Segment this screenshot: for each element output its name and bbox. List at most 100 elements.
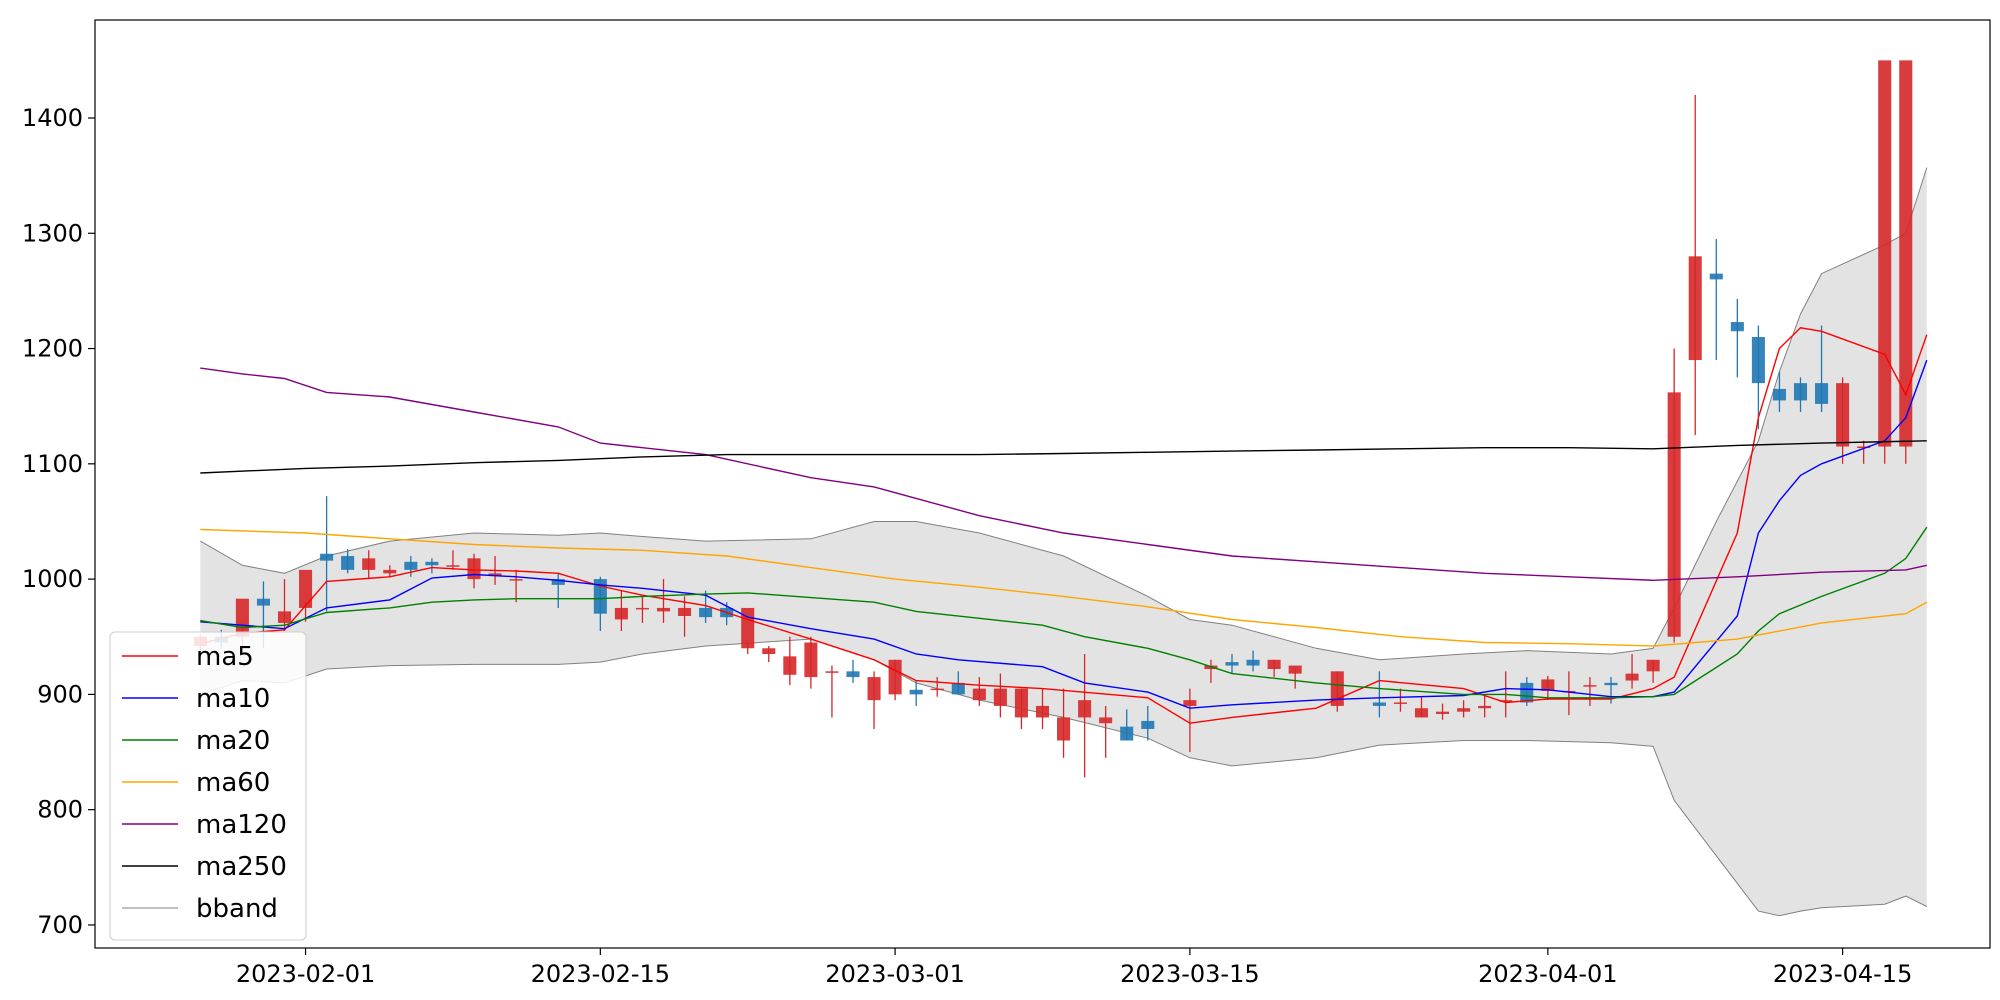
- candle: [888, 659, 902, 701]
- x-axis: 2023-02-01 2023-02-15 2023-03-01 2023-03-15…: [236, 948, 1912, 988]
- candle: [1246, 650, 1260, 672]
- candle: [1688, 94, 1702, 436]
- candle: [1183, 688, 1197, 753]
- y-tick-label: 1000: [22, 565, 83, 593]
- candle-body: [1772, 388, 1786, 401]
- candle: [678, 596, 692, 637]
- candle: [1899, 60, 1913, 464]
- x-tick-label: 2023-02-01: [236, 960, 375, 988]
- ma60-line: [200, 528, 1928, 647]
- candle-body: [551, 579, 565, 585]
- candle-body: [1604, 682, 1618, 686]
- candle: [1372, 671, 1386, 718]
- candle: [1793, 377, 1808, 412]
- candle: [1625, 654, 1639, 689]
- ma250-line: [200, 440, 1927, 474]
- legend-label-ma20: ma20: [196, 726, 270, 756]
- legend-label-ma60: ma60: [196, 768, 270, 798]
- candle-body: [277, 611, 292, 623]
- candle: [1267, 659, 1281, 678]
- candle-body: [783, 656, 797, 675]
- candle: [635, 596, 649, 623]
- candle-body: [404, 561, 418, 570]
- candle: [362, 550, 376, 580]
- y-tick-label: 1300: [22, 219, 83, 247]
- candle-body: [593, 579, 607, 614]
- candle: [1436, 703, 1450, 720]
- candle-body: [467, 558, 481, 580]
- candle-body: [1667, 392, 1681, 637]
- candle-body: [1372, 702, 1386, 706]
- ma5-line: [200, 327, 1928, 724]
- candle: [1330, 671, 1344, 712]
- candle-body: [846, 671, 860, 678]
- y-tick-label: 1400: [22, 104, 83, 132]
- candle-body: [1393, 702, 1407, 704]
- candle: [1288, 665, 1302, 689]
- candle-body: [320, 553, 334, 561]
- candle-body: [425, 561, 439, 566]
- candle: [1457, 700, 1471, 718]
- candle: [1099, 705, 1113, 758]
- candle-body: [1141, 720, 1155, 729]
- candle-body: [1730, 322, 1744, 332]
- candle: [1709, 239, 1723, 361]
- candle: [551, 573, 565, 608]
- bband-lower-line: [200, 638, 1928, 917]
- candle-body: [235, 598, 249, 637]
- candle-body: [678, 607, 692, 616]
- candle-body: [1436, 711, 1450, 714]
- candle-body: [635, 607, 649, 610]
- candle-body: [1478, 705, 1492, 709]
- candle-body: [1120, 726, 1134, 741]
- candle: [509, 569, 523, 603]
- candle-body: [1078, 700, 1092, 718]
- y-tick-label: 800: [37, 796, 83, 824]
- candle: [1541, 675, 1555, 701]
- candle-body: [1625, 673, 1639, 681]
- candle-body: [1646, 659, 1660, 672]
- candle-body: [1857, 446, 1871, 449]
- candle-body: [299, 569, 313, 608]
- candle: [762, 645, 776, 663]
- x-tick-label: 2023-04-15: [1773, 960, 1912, 988]
- candle-body: [656, 607, 671, 612]
- candle: [1730, 298, 1744, 378]
- x-tick-label: 2023-02-15: [531, 960, 670, 988]
- candle-body: [509, 579, 523, 581]
- candle: [341, 549, 355, 574]
- candle: [1478, 694, 1492, 718]
- candle: [383, 565, 397, 577]
- legend-label-ma5: ma5: [196, 642, 254, 672]
- legend-label-ma250: ma250: [196, 852, 287, 882]
- bollinger-band: [200, 167, 1928, 917]
- candle: [1751, 325, 1765, 430]
- legend: ma5 ma10 ma20 ma60 ma120 ma250 bband: [109, 631, 307, 941]
- candle: [1035, 688, 1050, 729]
- candle-body: [1688, 256, 1702, 361]
- ma20-line: [200, 526, 1928, 699]
- candle: [1815, 325, 1829, 412]
- candle-body: [362, 558, 376, 570]
- candle: [404, 556, 418, 577]
- candle-body: [1014, 688, 1028, 718]
- candle-body: [1520, 682, 1534, 703]
- candle-body: [1709, 273, 1723, 280]
- candle: [867, 671, 881, 729]
- x-tick-label: 2023-03-15: [1120, 960, 1259, 988]
- candle-body: [1583, 685, 1597, 687]
- candle-body: [699, 607, 713, 618]
- candle: [1078, 654, 1092, 778]
- candle: [1878, 60, 1892, 464]
- candle-body: [909, 689, 923, 695]
- candle: [1857, 440, 1871, 464]
- candle-body: [972, 688, 986, 701]
- candle-body: [446, 565, 460, 567]
- ma120-line: [200, 367, 1927, 582]
- candle-body: [951, 682, 965, 695]
- candle: [972, 677, 986, 706]
- candle-body: [1541, 679, 1555, 691]
- y-tick-label: 900: [37, 680, 83, 708]
- candle-body: [1035, 705, 1050, 718]
